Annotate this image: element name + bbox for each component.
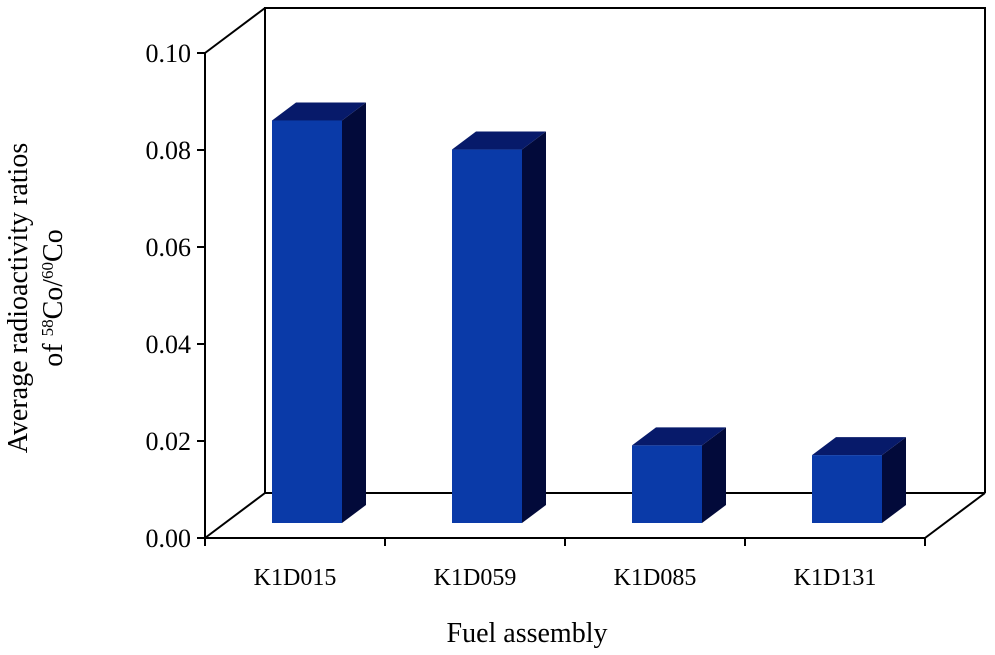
bar-top (632, 427, 726, 446)
bar-side (522, 131, 546, 524)
y-tick-label: 0.10 (146, 39, 192, 68)
bar-side (702, 427, 726, 523)
y-axis-title-sup1: 58 (38, 319, 57, 336)
x-tick-label: K1D131 (794, 565, 877, 591)
floor-right-edge (924, 492, 986, 539)
y-tick-label: 0.04 (146, 330, 192, 359)
bar-front (272, 120, 342, 523)
bar (272, 102, 366, 523)
y-axis-title-mid: Co/ (38, 279, 69, 320)
bar (632, 427, 726, 523)
y-axis-ticks: 0.00 0.02 0.04 0.06 0.08 0.10 (146, 39, 205, 553)
bar-side (882, 437, 906, 523)
y-tick-label: 0.06 (146, 233, 192, 262)
bar-top (272, 102, 366, 121)
y-axis-title-end: Co (38, 229, 69, 262)
bar (452, 131, 546, 524)
y-axis-title-prefix: of (38, 336, 69, 366)
y-tick-label: 0.00 (146, 524, 192, 553)
back-wall-outline (264, 7, 986, 493)
x-axis-title: Fuel assembly (447, 618, 608, 649)
y-tick-label: 0.08 (146, 136, 192, 165)
bar-top (812, 437, 906, 456)
bar (812, 437, 906, 523)
x-axis-ticks: K1D015 K1D059 K1D085 K1D131 (204, 538, 926, 591)
bars (272, 102, 906, 524)
y-axis-title-line2: of 58Co/60Co (38, 229, 69, 366)
x-tick-label: K1D059 (434, 565, 517, 591)
left-wall-top-edge (204, 7, 266, 54)
y-tick-label: 0.02 (146, 427, 192, 456)
bar-front (812, 455, 882, 523)
bar-front (632, 445, 702, 523)
bar-side (342, 102, 366, 523)
y-axis-title-line1: Average radioactivity ratios (3, 143, 34, 453)
x-tick-label: K1D085 (614, 565, 697, 591)
y-axis-title-sup2: 60 (38, 262, 57, 279)
x-tick-label: K1D015 (254, 565, 337, 591)
bar-top (452, 131, 546, 150)
floor-left-edge (204, 492, 266, 539)
bar-front (452, 149, 522, 524)
